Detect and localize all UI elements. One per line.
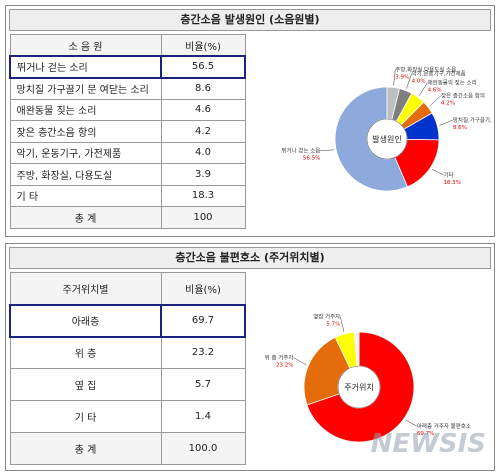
slice-label: 주방,화장실,다용도실 소음 xyxy=(395,66,456,74)
pie-hole xyxy=(366,118,408,160)
header-cell: 비율(%) xyxy=(160,34,246,57)
table-row: 망치질 가구끌기 문 여닫는 소리 8.6 xyxy=(9,77,246,100)
cell: 애완동물 짖는 소리 xyxy=(9,98,162,121)
cell: 망치질 가구끌기 문 여닫는 소리 xyxy=(9,77,162,100)
cell: 아래층 xyxy=(9,303,162,338)
value-label: 18.3% xyxy=(443,180,460,186)
header-cell: 소 음 원 xyxy=(9,34,162,57)
table-row: 잦은 층간소음 항의 4.2 xyxy=(9,120,246,143)
table-row: 기 타 1.4 xyxy=(9,400,246,433)
value-label: 4.6% xyxy=(428,87,442,93)
cell: 23.2 xyxy=(160,336,246,369)
cell: 100.0 xyxy=(160,432,246,465)
leader-line xyxy=(340,316,345,333)
slice-label: 아래층 거주자 불편호소 xyxy=(417,422,471,430)
cell: 56.5 xyxy=(160,55,246,79)
leader-line xyxy=(419,82,428,96)
leader-line xyxy=(439,119,453,126)
table-row: 총 계 100 xyxy=(9,206,246,229)
slice-label: 애완동물의 짖는 소리 xyxy=(428,78,477,86)
cell: 총 계 xyxy=(9,206,162,229)
section-1: 층간소음 발생원인 (소음원별) 소 음 원 비율(%) 뛰거나 걷는 소리 56.5… xyxy=(5,5,495,237)
value-label: 69.7% xyxy=(417,431,434,437)
cell: 4.6 xyxy=(160,98,246,121)
table-row: 악기, 운동기구, 가전제품 4.0 xyxy=(9,141,246,164)
table-row: 위 층 23.2 xyxy=(9,336,246,369)
slice-label: 위 층 거주자 xyxy=(265,354,294,362)
header-row: 주거위치별 비율(%) xyxy=(9,272,246,305)
header-row: 소 음 원 비율(%) xyxy=(9,34,246,57)
slice-label: 옆집 거주자 xyxy=(313,313,340,321)
table: 소 음 원 비율(%) 뛰거나 걷는 소리 56.5 망치질 가구끌기 문 여닫는 소리… xyxy=(9,34,246,229)
section-title: 층간소음 불편호소 (주거위치별) xyxy=(9,247,491,269)
cell: 악기, 운동기구, 가전제품 xyxy=(9,141,162,164)
leader-line xyxy=(406,73,412,89)
value-label: 8.6% xyxy=(453,125,467,131)
table-row: 주방, 화장실, 다용도실 3.9 xyxy=(9,163,246,186)
cell: 주방, 화장실, 다용도실 xyxy=(9,163,162,186)
cell: 총 계 xyxy=(9,432,162,465)
cell: 옆 집 xyxy=(9,368,162,401)
pie-hole xyxy=(337,365,381,409)
section-title: 층간소음 발생원인 (소음원별) xyxy=(9,9,491,31)
slice-label: 망치질,가구끌기,문 여닫는 소음 xyxy=(453,116,492,124)
cell: 1.4 xyxy=(160,400,246,433)
cell: 100 xyxy=(160,206,246,229)
center-label: 주거위치 xyxy=(344,383,373,392)
slice-label: 기타 xyxy=(443,171,453,179)
header-cell: 주거위치별 xyxy=(9,272,162,305)
leader-line xyxy=(405,419,417,427)
cell: 뛰거나 걷는 소리 xyxy=(9,55,162,79)
cell: 4.0 xyxy=(160,141,246,164)
table-row: 뛰거나 걷는 소리 56.5 xyxy=(9,55,246,79)
slice-label: 악기,운동기구,가전제품 xyxy=(412,70,466,78)
cell: 4.2 xyxy=(160,120,246,143)
center-label: 발생원인 xyxy=(372,134,401,144)
cell: 18.3 xyxy=(160,184,246,207)
value-label: 23.2% xyxy=(276,363,293,369)
table-row: 아래층 69.7 xyxy=(9,303,246,338)
cell: 위 층 xyxy=(9,336,162,369)
value-label: 5.7% xyxy=(326,322,340,328)
slice-label: 뛰거나 걷는 소음 xyxy=(281,147,320,155)
leader-line xyxy=(429,95,442,107)
cell: 69.7 xyxy=(160,303,246,338)
table-row: 애완동물 짖는 소리 4.6 xyxy=(9,98,246,121)
slice-label: 잦은 층간소음 항의 xyxy=(441,92,485,100)
value-label: 56.5% xyxy=(303,156,320,162)
value-label: 3.9% xyxy=(395,75,409,81)
table-row: 기 타 18.3 xyxy=(9,184,246,207)
cell: 3.9 xyxy=(160,163,246,186)
watermark: NEWSIS xyxy=(370,429,486,459)
table-row: 옆 집 5.7 xyxy=(9,368,246,401)
cell: 기 타 xyxy=(9,184,162,207)
header-cell: 비율(%) xyxy=(160,272,246,305)
leader-line xyxy=(293,357,307,366)
leader-line xyxy=(320,149,335,151)
section-2: 층간소음 불편호소 (주거위치별) 주거위치별 비율(%) 아래층 69.7 위 층 23… xyxy=(5,243,495,471)
value-label: 4.0% xyxy=(412,79,426,85)
leader-line xyxy=(431,168,444,176)
cell: 잦은 층간소음 항의 xyxy=(9,120,162,143)
value-label: 4.2% xyxy=(441,101,455,107)
cell: 8.6 xyxy=(160,77,246,100)
leader-line xyxy=(393,69,396,86)
table-row: 총 계 100.0 xyxy=(9,432,246,465)
cell: 기 타 xyxy=(9,400,162,433)
cell: 5.7 xyxy=(160,368,246,401)
